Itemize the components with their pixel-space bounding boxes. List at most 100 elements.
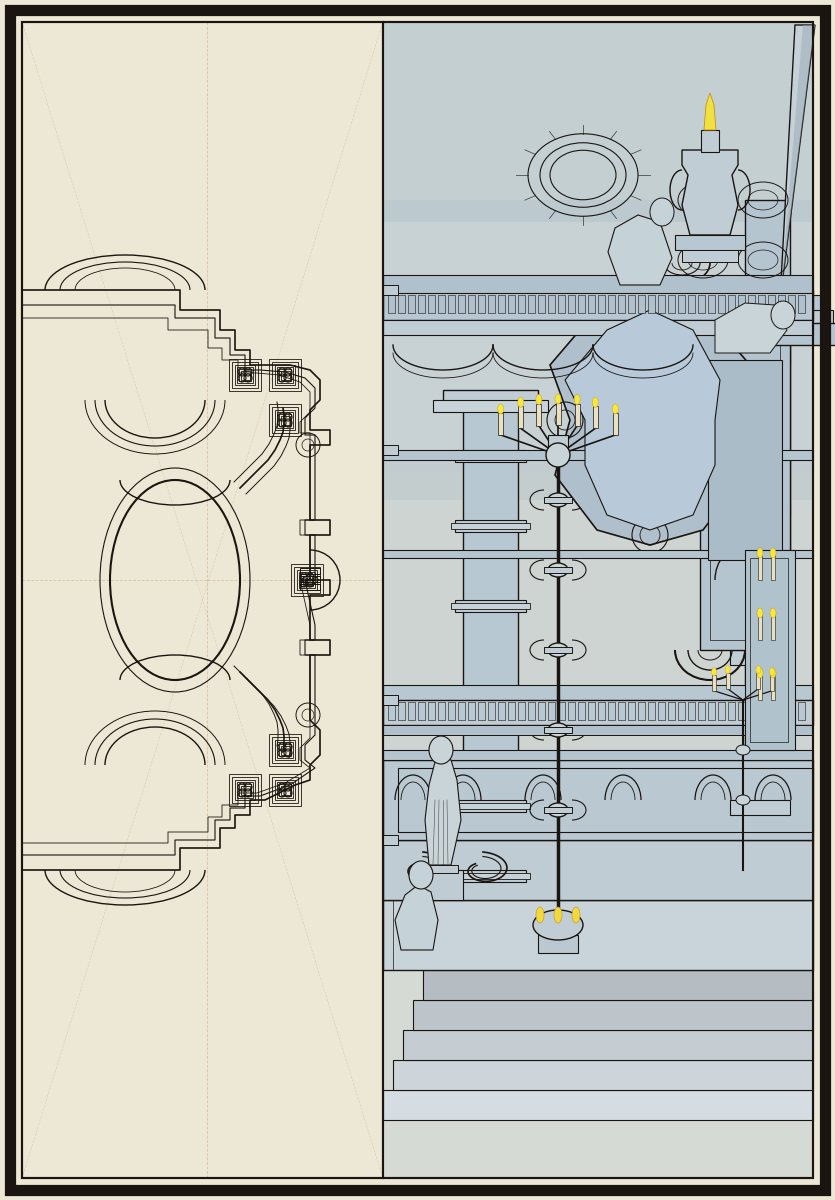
Bar: [708, 295, 715, 313]
Bar: [297, 570, 317, 590]
Bar: [658, 702, 665, 720]
Bar: [393, 900, 813, 970]
Ellipse shape: [546, 443, 570, 467]
Bar: [408, 295, 415, 313]
Bar: [237, 782, 253, 798]
Bar: [275, 740, 295, 760]
Bar: [738, 702, 745, 720]
Bar: [383, 725, 813, 734]
Ellipse shape: [725, 666, 730, 673]
Bar: [758, 702, 765, 720]
Bar: [451, 602, 530, 608]
Bar: [519, 407, 524, 428]
Bar: [393, 1060, 813, 1090]
Bar: [618, 295, 625, 313]
Bar: [748, 702, 755, 720]
Bar: [678, 702, 685, 720]
Bar: [757, 673, 761, 689]
Bar: [451, 703, 530, 709]
Bar: [675, 235, 745, 250]
Bar: [598, 702, 605, 720]
Ellipse shape: [736, 794, 750, 805]
Bar: [478, 295, 485, 313]
Bar: [383, 450, 813, 750]
Bar: [455, 870, 526, 882]
Bar: [235, 365, 255, 385]
Bar: [668, 702, 675, 720]
Bar: [498, 295, 505, 313]
Bar: [760, 323, 835, 346]
Bar: [738, 295, 745, 313]
Bar: [508, 702, 515, 720]
Bar: [568, 295, 575, 313]
Bar: [269, 774, 301, 806]
Bar: [708, 702, 715, 720]
Bar: [544, 497, 572, 503]
Bar: [588, 295, 595, 313]
Polygon shape: [565, 310, 720, 530]
Bar: [536, 403, 541, 426]
Bar: [383, 685, 813, 700]
Bar: [578, 702, 585, 720]
Bar: [771, 614, 775, 640]
Bar: [770, 674, 774, 691]
Bar: [277, 782, 293, 798]
Bar: [383, 275, 813, 293]
Bar: [383, 840, 813, 900]
Bar: [229, 774, 261, 806]
Ellipse shape: [554, 907, 562, 923]
Bar: [538, 702, 545, 720]
Ellipse shape: [574, 395, 580, 404]
Bar: [682, 250, 738, 262]
Bar: [488, 702, 495, 720]
Bar: [544, 647, 572, 653]
Bar: [269, 359, 301, 391]
Bar: [698, 295, 705, 313]
Ellipse shape: [548, 563, 568, 577]
Bar: [383, 445, 398, 455]
Bar: [668, 295, 675, 313]
Bar: [383, 450, 813, 460]
Bar: [718, 702, 725, 720]
Bar: [279, 744, 291, 756]
Ellipse shape: [498, 404, 504, 414]
Bar: [291, 564, 323, 596]
Bar: [383, 22, 813, 1178]
Bar: [608, 295, 615, 313]
Bar: [418, 295, 425, 313]
Ellipse shape: [770, 548, 776, 558]
Bar: [528, 295, 535, 313]
Bar: [451, 803, 530, 809]
Bar: [726, 673, 730, 689]
Polygon shape: [550, 290, 750, 545]
Bar: [498, 413, 504, 434]
Ellipse shape: [536, 395, 542, 404]
Bar: [574, 403, 579, 426]
Bar: [771, 674, 775, 700]
Bar: [383, 22, 813, 472]
Ellipse shape: [548, 722, 568, 737]
Bar: [383, 695, 398, 704]
Bar: [383, 200, 813, 700]
Bar: [383, 700, 813, 725]
Bar: [588, 702, 595, 720]
Bar: [275, 410, 295, 430]
Bar: [383, 290, 813, 320]
Bar: [758, 554, 762, 580]
Bar: [281, 416, 290, 425]
Bar: [418, 702, 425, 720]
Bar: [758, 614, 762, 640]
Bar: [443, 390, 538, 410]
Bar: [768, 295, 775, 313]
Polygon shape: [715, 302, 787, 353]
Bar: [712, 674, 716, 691]
Bar: [388, 295, 395, 313]
Bar: [403, 1030, 813, 1060]
Bar: [678, 295, 685, 313]
Ellipse shape: [769, 668, 774, 676]
Bar: [383, 550, 813, 558]
Bar: [451, 523, 530, 529]
Ellipse shape: [572, 907, 580, 923]
Bar: [455, 520, 526, 532]
Ellipse shape: [548, 803, 568, 817]
